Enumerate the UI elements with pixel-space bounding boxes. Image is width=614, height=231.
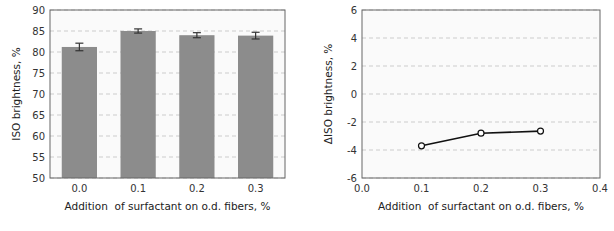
y-tick-label: 50 [32, 173, 45, 184]
y-tick-label: 85 [32, 26, 45, 37]
y-tick-label: 55 [32, 152, 45, 163]
y-tick-label: 6 [351, 5, 357, 16]
x-axis-label: Addition of surfactant on o.d. fibers, % [64, 200, 270, 212]
y-tick-label: 2 [351, 61, 357, 72]
grid-line [362, 38, 600, 39]
x-tick-label: 0.0 [354, 183, 370, 194]
point [538, 128, 544, 134]
y-axis-label: ΔISO brightness, % [322, 44, 334, 145]
background [0, 0, 614, 231]
x-axis-label: Addition of surfactant on o.d. fibers, % [378, 200, 584, 212]
x-tick-label: 0.0 [71, 183, 87, 194]
y-tick-label: 0 [351, 89, 357, 100]
error-bar [75, 43, 83, 51]
bar [179, 35, 214, 178]
error-bar [134, 29, 142, 33]
grid-line [362, 150, 600, 151]
y-tick-label: 65 [32, 110, 45, 121]
line [422, 131, 541, 146]
x-tick-label: 0.3 [248, 183, 264, 194]
bar [238, 36, 273, 178]
error-bar [193, 33, 201, 38]
y-tick-label: -6 [347, 173, 357, 184]
y-tick-label: 90 [32, 5, 45, 16]
y-tick-label: 60 [32, 131, 45, 142]
error-bar [252, 32, 260, 39]
x-tick-label: 0.4 [592, 183, 608, 194]
chart-bar: 50 55 60 65 70 75 80 85 90 0.0 0.1 0.2 0.3 Addition o… [10, 5, 285, 213]
grid-line [362, 94, 600, 95]
grid-line [50, 31, 285, 32]
y-axis-label: ISO brightness, % [10, 47, 22, 140]
plot-area [50, 10, 285, 178]
y-tick-label: -2 [347, 117, 357, 128]
bar [62, 47, 97, 178]
x-tick-label: 0.2 [189, 183, 205, 194]
x-tick-label: 0.1 [414, 183, 430, 194]
y-tick-label: 75 [32, 68, 45, 79]
chart-root: 5055606570758085900.00.10.20.3Addition o… [0, 0, 614, 231]
y-tick-label: -4 [347, 145, 357, 156]
x-tick-label: 0.1 [130, 183, 146, 194]
x-tick-label: 0.2 [473, 183, 489, 194]
bar [121, 31, 156, 178]
data-group [419, 128, 544, 149]
grid-line [362, 122, 600, 123]
chart-line: -6 -4 -2 0 2 4 6 0.0 0.1 0.2 0.3 0.4 Addition of sur… [322, 5, 608, 213]
data-group [62, 29, 274, 178]
point [478, 130, 484, 136]
plot-area [362, 10, 600, 178]
plot-frame [362, 10, 600, 178]
y-tick-label: 80 [32, 47, 45, 58]
point [419, 143, 425, 149]
grid-line [362, 66, 600, 67]
x-tick-label: 0.3 [533, 183, 549, 194]
y-tick-label: 70 [32, 89, 45, 100]
plot-frame [50, 10, 285, 178]
y-tick-label: 4 [351, 33, 357, 44]
